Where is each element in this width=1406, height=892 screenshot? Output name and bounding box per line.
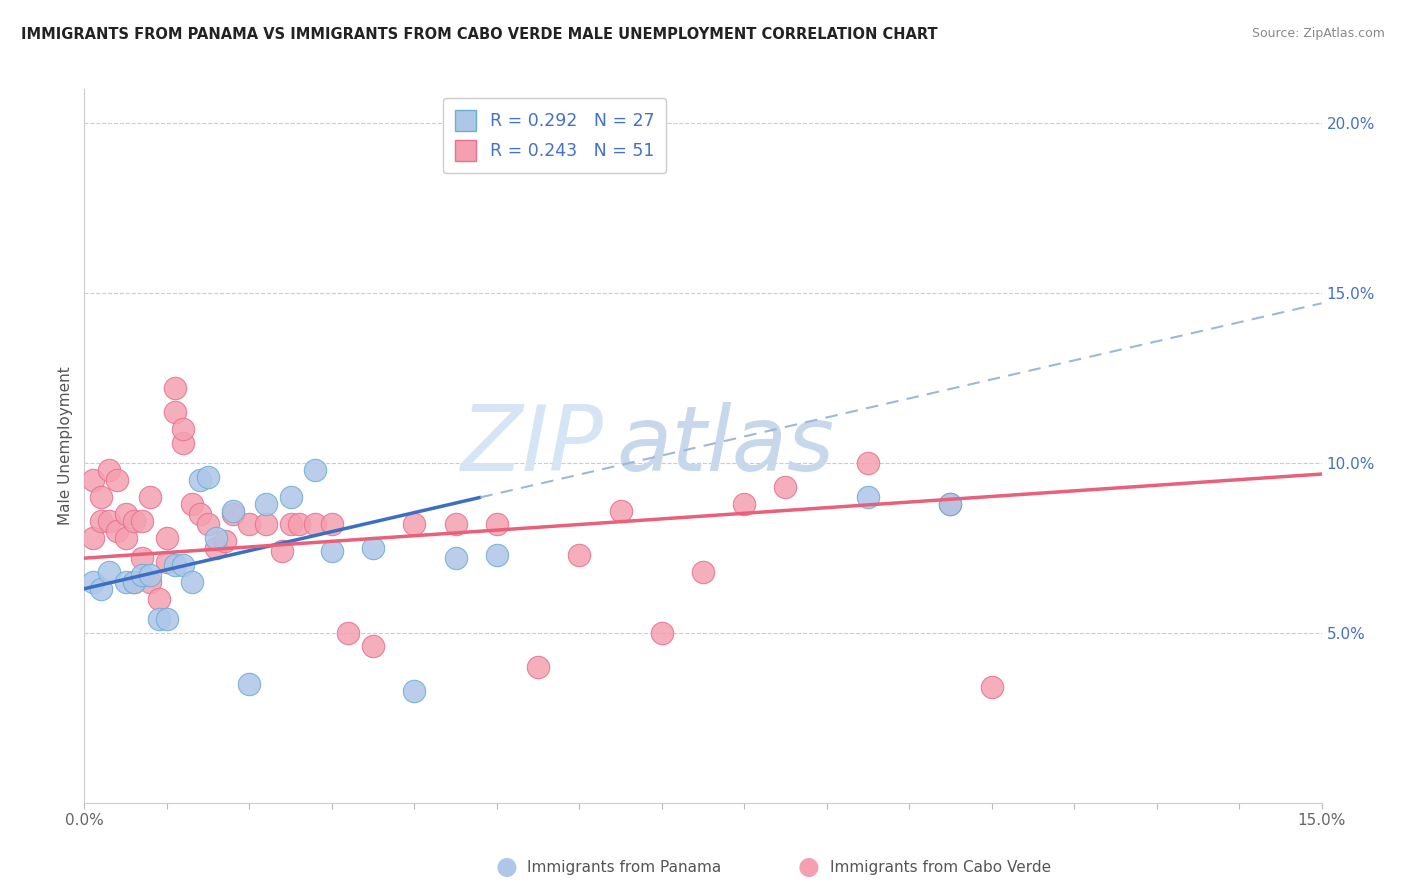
Point	[114, 574, 136, 589]
Point	[361, 640, 384, 654]
Point	[404, 517, 426, 532]
Text: Immigrants from Cabo Verde: Immigrants from Cabo Verde	[830, 860, 1050, 874]
Legend: R = 0.292   N = 27, R = 0.243   N = 51: R = 0.292 N = 27, R = 0.243 N = 51	[443, 98, 666, 173]
Point	[444, 517, 467, 532]
Point	[122, 514, 145, 528]
Point	[733, 497, 755, 511]
Text: ZIP: ZIP	[461, 402, 605, 490]
Point	[131, 514, 153, 528]
Point	[98, 565, 121, 579]
Point	[254, 497, 277, 511]
Point	[188, 473, 211, 487]
Text: ●: ●	[495, 855, 517, 879]
Point	[180, 497, 202, 511]
Point	[238, 677, 260, 691]
Point	[205, 531, 228, 545]
Point	[651, 626, 673, 640]
Point	[222, 503, 245, 517]
Point	[939, 497, 962, 511]
Point	[105, 473, 128, 487]
Point	[271, 544, 294, 558]
Point	[156, 612, 179, 626]
Point	[980, 680, 1002, 694]
Point	[139, 568, 162, 582]
Point	[98, 514, 121, 528]
Point	[205, 541, 228, 555]
Point	[82, 531, 104, 545]
Point	[114, 531, 136, 545]
Text: IMMIGRANTS FROM PANAMA VS IMMIGRANTS FROM CABO VERDE MALE UNEMPLOYMENT CORRELATI: IMMIGRANTS FROM PANAMA VS IMMIGRANTS FRO…	[21, 27, 938, 42]
Point	[197, 469, 219, 483]
Point	[188, 507, 211, 521]
Point	[122, 574, 145, 589]
Point	[122, 574, 145, 589]
Point	[939, 497, 962, 511]
Text: atlas: atlas	[616, 402, 834, 490]
Point	[527, 660, 550, 674]
Point	[288, 517, 311, 532]
Point	[148, 612, 170, 626]
Point	[172, 422, 194, 436]
Point	[148, 591, 170, 606]
Point	[280, 517, 302, 532]
Text: ●: ●	[797, 855, 820, 879]
Point	[139, 490, 162, 504]
Point	[280, 490, 302, 504]
Point	[775, 480, 797, 494]
Point	[82, 473, 104, 487]
Point	[238, 517, 260, 532]
Y-axis label: Male Unemployment: Male Unemployment	[58, 367, 73, 525]
Point	[444, 551, 467, 566]
Point	[90, 514, 112, 528]
Point	[172, 558, 194, 572]
Point	[337, 626, 360, 640]
Point	[485, 517, 508, 532]
Point	[197, 517, 219, 532]
Point	[485, 548, 508, 562]
Text: Source: ZipAtlas.com: Source: ZipAtlas.com	[1251, 27, 1385, 40]
Point	[82, 574, 104, 589]
Point	[180, 574, 202, 589]
Point	[165, 405, 187, 419]
Point	[321, 517, 343, 532]
Point	[105, 524, 128, 538]
Point	[172, 435, 194, 450]
Point	[609, 503, 631, 517]
Point	[404, 683, 426, 698]
Point	[304, 517, 326, 532]
Text: Immigrants from Panama: Immigrants from Panama	[527, 860, 721, 874]
Point	[156, 531, 179, 545]
Point	[222, 507, 245, 521]
Point	[90, 490, 112, 504]
Point	[692, 565, 714, 579]
Point	[165, 381, 187, 395]
Point	[321, 544, 343, 558]
Point	[165, 558, 187, 572]
Point	[361, 541, 384, 555]
Point	[114, 507, 136, 521]
Point	[856, 490, 879, 504]
Point	[139, 574, 162, 589]
Point	[90, 582, 112, 596]
Point	[254, 517, 277, 532]
Point	[856, 456, 879, 470]
Point	[98, 463, 121, 477]
Point	[156, 555, 179, 569]
Point	[568, 548, 591, 562]
Point	[131, 551, 153, 566]
Point	[131, 568, 153, 582]
Point	[304, 463, 326, 477]
Point	[214, 534, 236, 549]
